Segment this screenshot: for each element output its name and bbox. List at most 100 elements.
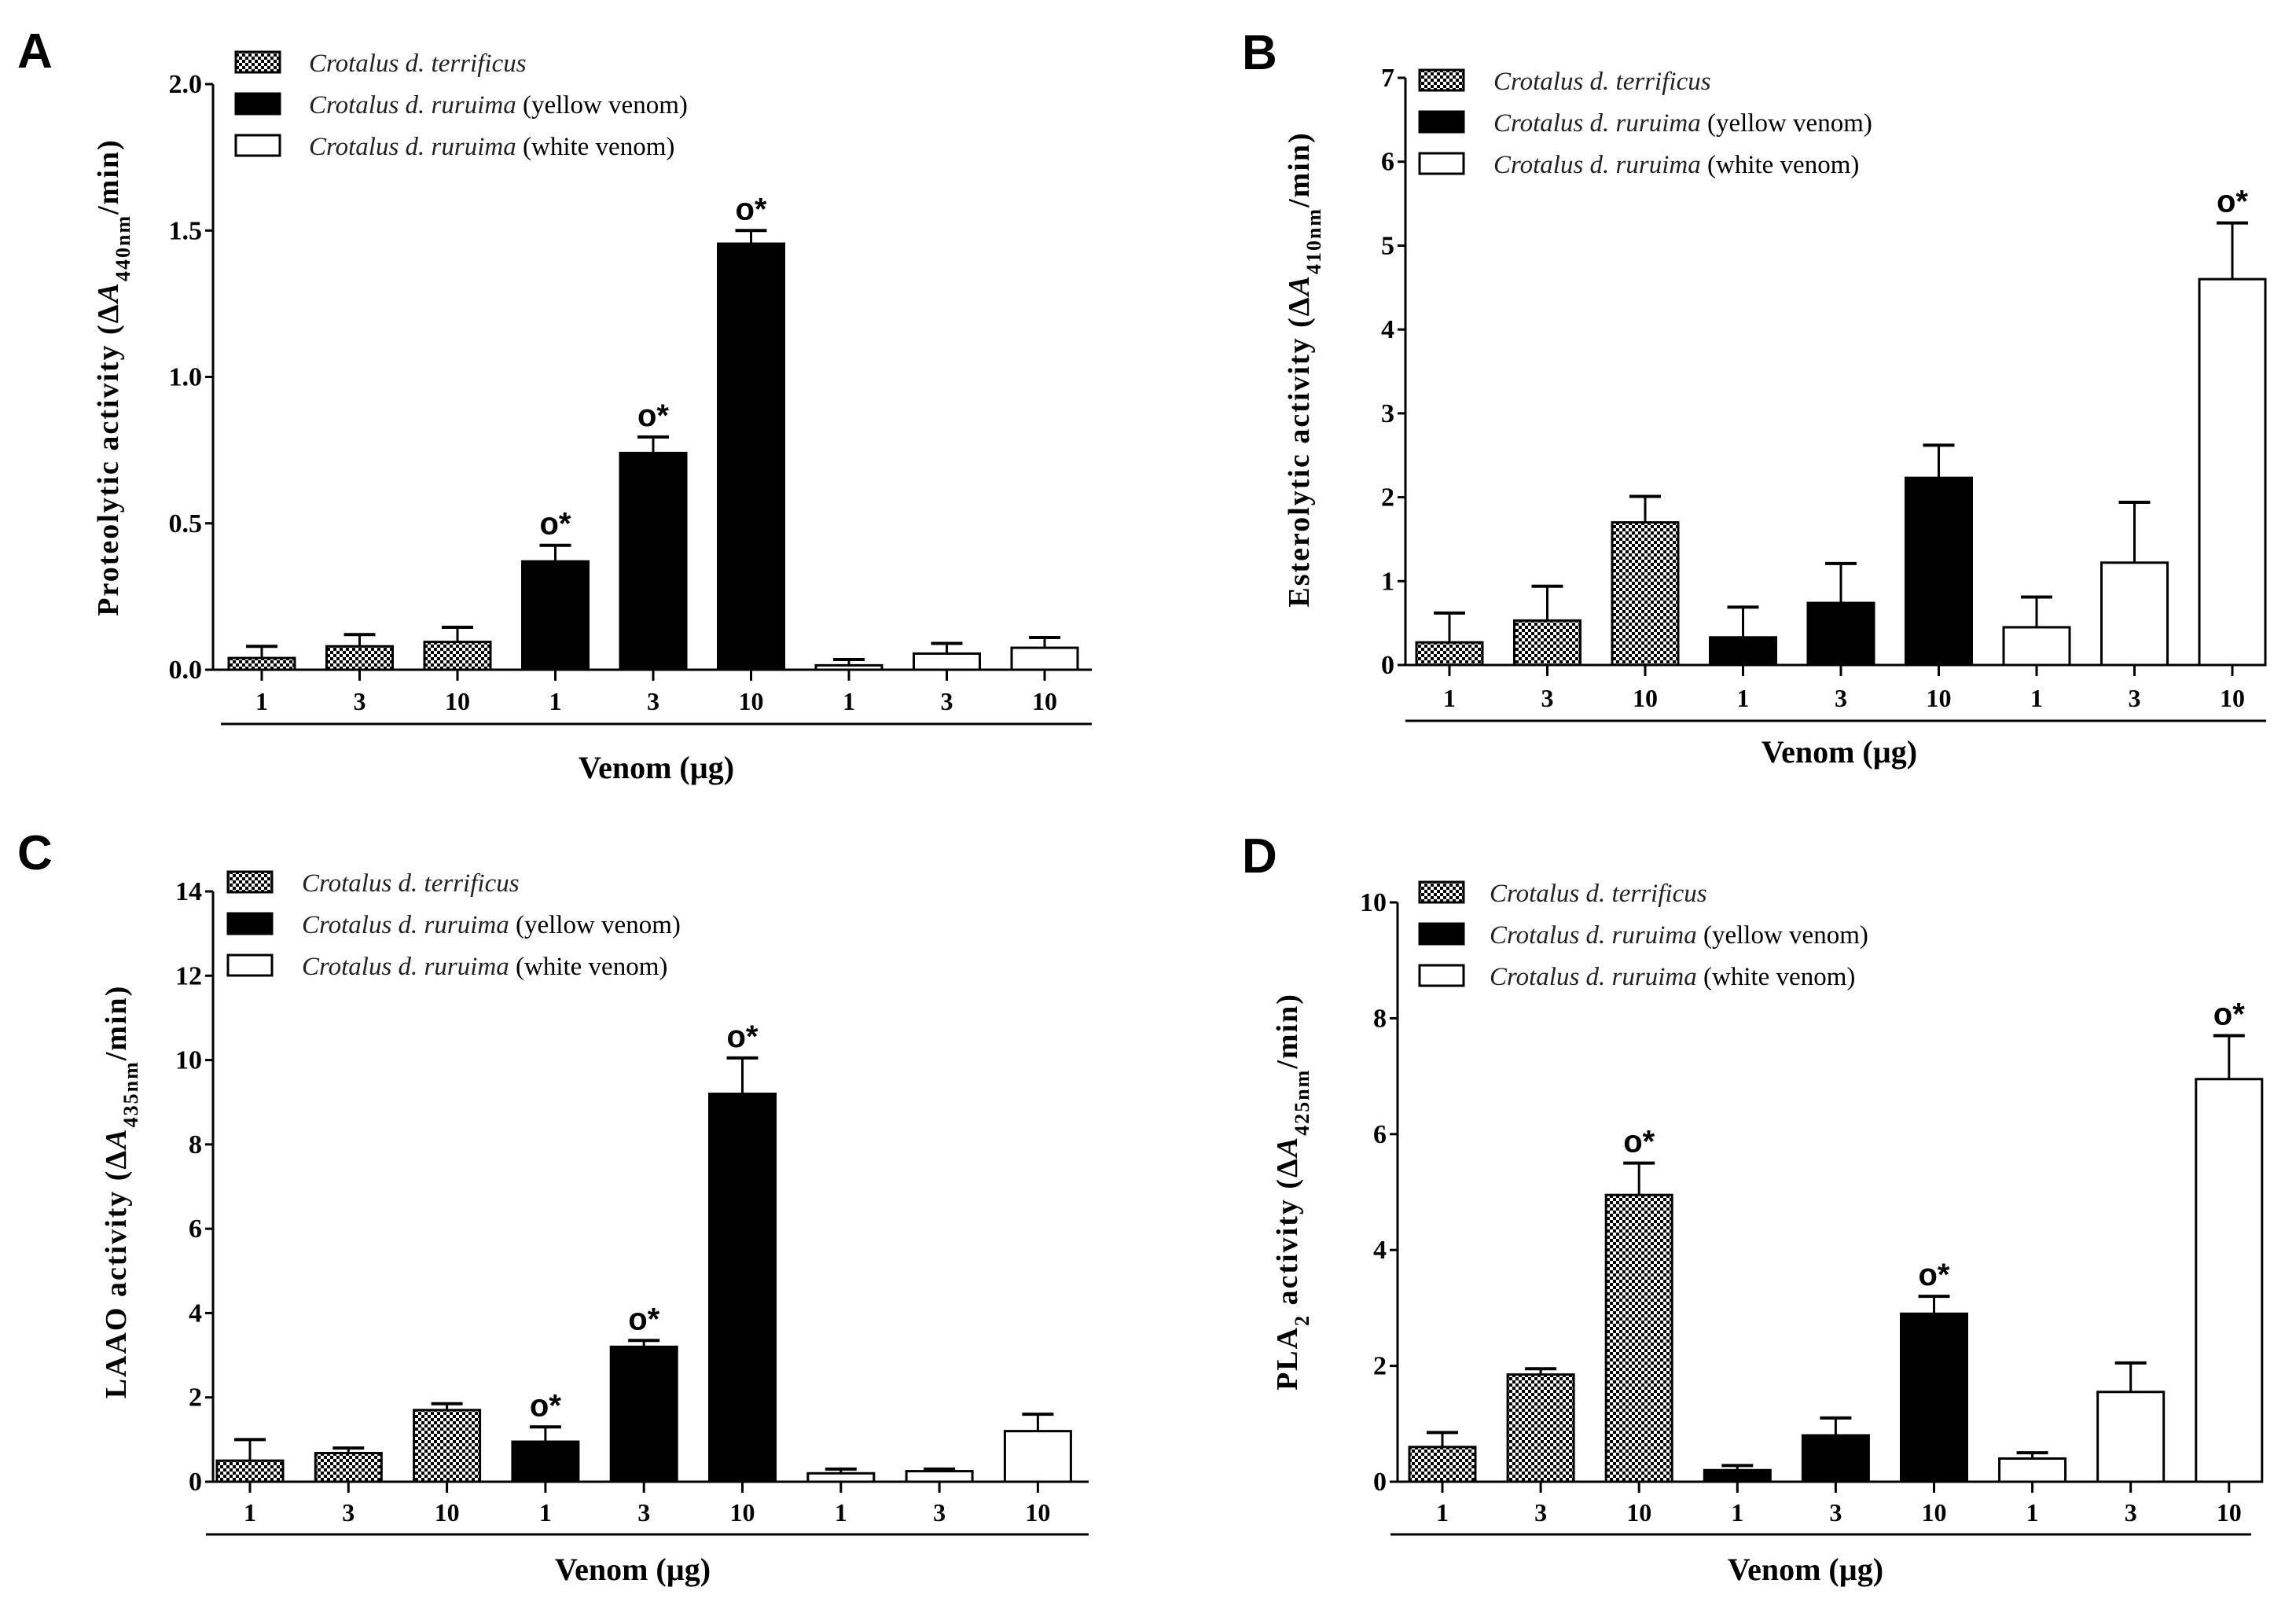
x-tick-label: 3 [647,687,659,715]
legend-swatch [226,953,274,977]
y-tick-label: 6 [1381,148,1394,177]
legend-swatch [1418,152,1465,175]
y-tick-label: 7 [1381,64,1394,93]
significance-mark: o* [637,399,669,433]
y-tick-label: 8 [1373,1004,1387,1033]
x-tick-label: 10 [730,1498,755,1527]
y-axis-label: PLA2 activity (ΔA425nm/min) [1271,993,1313,1391]
legend-swatch [1418,110,1465,134]
legend: Crotalus d. terrificus Crotalus d. ruruim… [226,869,681,981]
bar [1801,1434,1870,1483]
bar [1998,1457,2067,1483]
legend-swatch [1418,68,1465,92]
bar [708,1092,777,1483]
y-tick-label: 10 [175,1046,202,1075]
y-axis-label-part: A [1283,274,1316,297]
bar [215,1459,285,1483]
y-tick-label: 0.5 [169,509,203,538]
y-axis-label-subscript: 410nm [1302,208,1325,274]
x-tick-label: 1 [1737,684,1750,712]
legend-species: Crotalus d. ruruima [1490,963,1697,991]
bar [413,1409,482,1483]
legend-note: (white venom) [1701,151,1860,179]
y-axis-label-subscript: 2 [1291,1314,1313,1326]
significance-mark: o* [2217,185,2248,219]
bar [1513,619,1581,667]
legend-species: Crotalus d. terrificus [1493,68,1711,96]
legend-note: (yellow venom) [516,91,688,119]
bar [325,645,394,671]
legend-note: (white venom) [509,953,668,981]
legend-note: (yellow venom) [1701,109,1872,138]
x-tick-label: 10 [1025,1498,1050,1527]
x-tick-label: 3 [2125,1498,2137,1527]
legend-species: Crotalus d. terrificus [1490,880,1707,908]
x-tick-label: 10 [445,687,470,715]
x-tick-label: 1 [244,1498,256,1527]
legend-label: Crotalus d. terrificus [302,869,520,898]
bar [1003,1430,1072,1483]
bar [913,652,981,671]
bar [511,1440,580,1483]
x-tick-label: 1 [2026,1498,2039,1527]
panel-letter: C [17,826,53,880]
significance-mark: o* [727,1020,759,1054]
x-tick-label: 3 [354,687,366,715]
y-tick-label: 2.0 [169,70,203,99]
bar [1506,1373,1575,1483]
y-tick-label: 1.5 [169,216,203,245]
panel-a: Ao* o* o* 0.0 0.5 1.0 1.5 2.0 1 3 10 1 3 10 1 3 10 Venom … [17,24,1092,785]
significance-mark: o* [2213,998,2245,1032]
x-tick-label: 3 [1534,1498,1547,1527]
y-axis-label-part: /min) [100,985,133,1062]
bar [1604,1193,1673,1483]
y-tick-label: 0 [189,1468,202,1497]
x-tick-label: 1 [1443,684,1456,712]
x-tick-label: 1 [835,1498,847,1527]
bar [1415,641,1484,667]
legend-note: (white venom) [516,133,675,161]
bar [905,1470,974,1483]
bar [609,1345,678,1483]
y-tick-label: 0 [1373,1468,1387,1497]
x-tick-label: 1 [255,687,268,715]
panel-c: Co* o* o* 0 2 4 6 8 10 12 14 1 3 10 1 3 10 1 3 10 Venom (µg)… [17,826,1089,1587]
bar [521,560,590,671]
legend-note: (yellow venom) [1697,921,1868,950]
y-tick-label: 8 [189,1130,202,1159]
y-axis-label: LAAO activity (ΔA435nm/min) [100,985,142,1399]
x-tick-label: 1 [2030,684,2043,712]
legend-swatch [1418,964,1465,987]
y-axis-label-part: Esterolytic activity (Δ [1283,296,1316,607]
x-tick-label: 10 [1626,1498,1651,1527]
legend-species: Crotalus d. ruruima [1493,109,1701,138]
x-tick-label: 10 [1633,684,1658,712]
bar [2096,1391,2166,1483]
legend-note: (yellow venom) [509,911,681,939]
significance-mark: o* [736,192,767,226]
x-tick-label: 1 [549,687,562,715]
legend-species: Crotalus d. ruruima [309,91,516,119]
bar [2100,561,2169,667]
legend-swatch [234,92,281,116]
y-axis-label-part: /min) [1271,993,1304,1070]
legend-note: (white venom) [1697,963,1856,991]
legend-species: Crotalus d. ruruima [309,133,516,161]
y-tick-label: 2 [1381,483,1394,513]
bar [314,1452,383,1483]
legend-swatch [226,870,274,894]
panel-letter: B [1242,26,1277,80]
y-axis-label-subscript: 435nm [119,1060,142,1127]
legend-label: Crotalus d. terrificus [309,50,527,78]
y-tick-label: 2 [189,1383,202,1413]
significance-mark: o* [540,507,571,542]
legend-swatch [1418,922,1465,946]
bar [1900,1312,1968,1483]
x-tick-label: 3 [1541,684,1554,712]
legend-swatch [226,912,274,935]
y-tick-label: 14 [175,877,202,906]
y-tick-label: 0.0 [169,656,203,685]
x-tick-label: 1 [843,687,855,715]
bar [2002,626,2071,667]
x-tick-label: 10 [1032,687,1057,715]
